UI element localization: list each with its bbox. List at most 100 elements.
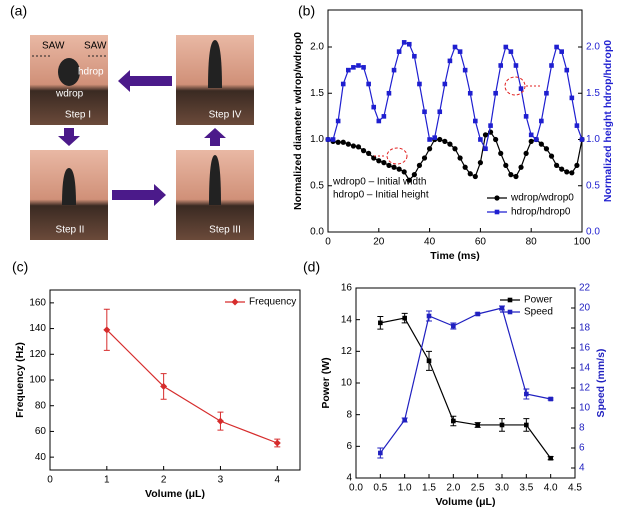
marker <box>494 209 500 215</box>
x-tick-label: 4.0 <box>544 483 558 494</box>
y2-tick-label: 1.5 <box>586 88 600 99</box>
marker <box>523 114 529 119</box>
marker <box>366 81 371 87</box>
series-line <box>380 317 552 459</box>
marker <box>503 162 509 168</box>
x-tick-label: 2.5 <box>471 483 485 494</box>
panel-label: (a) <box>10 3 27 19</box>
step-label: Step IV <box>209 110 242 121</box>
marker <box>426 358 432 364</box>
marker <box>493 136 499 143</box>
marker <box>442 81 448 87</box>
marker <box>533 137 539 142</box>
marker <box>340 81 346 87</box>
x-tick-label: 20 <box>373 237 385 248</box>
x-axis-label: Time (ms) <box>430 250 479 262</box>
marker <box>475 422 480 428</box>
marker <box>378 320 383 326</box>
y2-tick-label: 10 <box>579 403 591 414</box>
marker <box>442 138 448 144</box>
marker <box>216 417 224 425</box>
y-tick-label: 60 <box>35 426 47 437</box>
marker <box>548 396 553 402</box>
marker <box>564 169 570 175</box>
marker <box>396 49 402 54</box>
y-tick-label: 1.5 <box>310 88 324 99</box>
marker <box>548 455 553 461</box>
legend-label: Speed <box>524 307 553 318</box>
marker <box>401 169 407 175</box>
x-tick-label: 40 <box>424 237 436 248</box>
marker <box>325 137 331 142</box>
marker <box>396 166 402 172</box>
marker <box>574 123 580 128</box>
arrow <box>112 184 166 206</box>
x-tick-label: 0 <box>47 475 53 486</box>
marker <box>503 44 509 50</box>
marker <box>391 67 397 73</box>
marker <box>417 81 422 87</box>
y2-tick-label: 4 <box>579 463 585 474</box>
width-label: wdrop <box>55 89 84 100</box>
y2-tick-label: 0.5 <box>586 180 600 191</box>
series-line <box>327 131 583 182</box>
marker <box>528 132 534 138</box>
marker <box>273 439 281 447</box>
x-tick-label: 2 <box>161 475 167 486</box>
marker <box>554 162 560 168</box>
marker <box>538 141 544 147</box>
y-tick-label: 40 <box>35 452 47 463</box>
y-tick-label: 10 <box>341 378 353 389</box>
y2-tick-label: 22 <box>579 283 591 294</box>
y2-tick-label: 18 <box>579 323 591 334</box>
marker <box>482 132 489 138</box>
marker <box>467 171 473 177</box>
x-tick-label: 4.5 <box>568 483 582 494</box>
marker <box>160 382 168 390</box>
y2-tick-label: 14 <box>579 363 591 374</box>
y-tick-label: 2.0 <box>310 42 324 53</box>
legend-label: Frequency <box>249 297 296 308</box>
marker <box>507 309 513 315</box>
y-tick-label: 0.0 <box>310 227 324 238</box>
marker <box>574 162 580 168</box>
marker <box>432 135 437 140</box>
marker <box>376 118 382 124</box>
series-line <box>379 307 551 454</box>
y2-tick-label: 0.0 <box>586 227 600 238</box>
y2-tick-label: 20 <box>579 303 591 314</box>
series-line <box>106 329 278 444</box>
marker <box>381 160 387 166</box>
marker <box>356 63 361 68</box>
marker <box>437 136 443 143</box>
marker <box>513 173 519 180</box>
marker <box>421 155 428 161</box>
y2-axis-label: Normalized height hdrop/hdrop0 <box>602 40 614 202</box>
y-tick-label: 8 <box>346 409 352 420</box>
marker <box>402 417 407 423</box>
marker <box>499 305 505 311</box>
y-tick-label: 16 <box>341 283 353 294</box>
marker <box>462 164 468 170</box>
legend-label: Power <box>524 295 553 306</box>
marker <box>376 158 382 164</box>
droplet <box>209 155 221 205</box>
marker <box>231 298 239 306</box>
x-tick-label: 1.0 <box>398 483 412 494</box>
marker <box>493 90 498 96</box>
x-tick-label: 2.0 <box>446 483 460 494</box>
marker <box>477 160 483 166</box>
droplet <box>208 40 222 88</box>
annotation: hdrop0 – Initial height <box>333 190 429 201</box>
y2-tick-label: 1.0 <box>586 134 600 145</box>
marker <box>350 143 356 149</box>
marker <box>411 172 417 178</box>
marker <box>360 148 367 154</box>
marker <box>371 104 377 110</box>
y2-axis-label: Speed (mm/s) <box>595 349 607 418</box>
marker <box>524 391 529 397</box>
marker <box>498 150 504 156</box>
x-tick-label: 0.0 <box>349 483 363 494</box>
marker <box>406 41 412 47</box>
diagram: SAW SAW hdrop wdrop Step I Step II Step … <box>30 35 254 240</box>
